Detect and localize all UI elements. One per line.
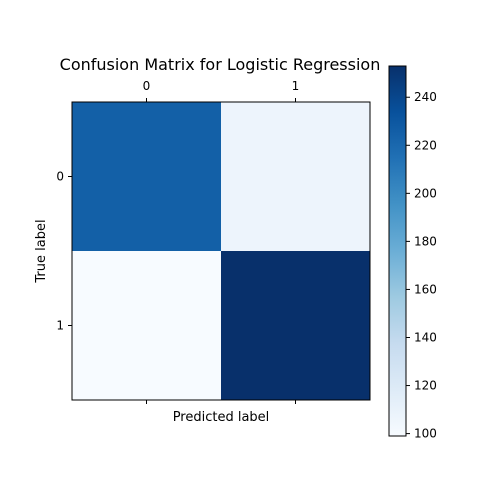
x-axis-label: Predicted label bbox=[173, 410, 270, 425]
matrix-cells bbox=[72, 102, 370, 400]
matrix-cell bbox=[221, 102, 370, 251]
colorbar-tick-label: 240 bbox=[414, 90, 437, 104]
colorbar-tick-label: 140 bbox=[414, 330, 437, 344]
colorbar-tick-label: 180 bbox=[414, 234, 437, 248]
colorbar-tick-label: 200 bbox=[414, 186, 437, 200]
plot-frame bbox=[71, 101, 371, 401]
colorbar-tick-label: 160 bbox=[414, 282, 437, 296]
matrix-cell bbox=[72, 251, 221, 400]
colorbar-tick-label: 220 bbox=[414, 138, 437, 152]
colorbar-tick-label: 120 bbox=[414, 379, 437, 393]
x-tick-label: 0 bbox=[143, 79, 151, 93]
colorbar bbox=[388, 65, 407, 437]
matrix-cell bbox=[72, 102, 221, 251]
colorbar-tick-label: 100 bbox=[414, 427, 437, 441]
y-tick-label: 0 bbox=[56, 170, 64, 184]
colorbar-ticks: 100 120 140 160 180 200 220 240 bbox=[406, 90, 437, 441]
x-tick-label: 1 bbox=[292, 79, 300, 93]
y-axis-ticks: 01 bbox=[56, 170, 72, 333]
matrix-cell bbox=[221, 251, 370, 400]
y-axis-label: True label bbox=[34, 219, 49, 283]
y-tick-label: 1 bbox=[56, 319, 64, 333]
chart-title: Confusion Matrix for Logistic Regression bbox=[60, 55, 381, 74]
